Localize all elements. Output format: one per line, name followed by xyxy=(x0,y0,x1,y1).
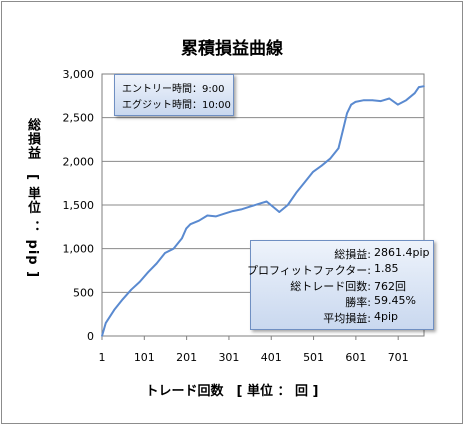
data-point xyxy=(320,164,323,167)
chart-title: 累積損益曲線 xyxy=(181,39,283,59)
data-point xyxy=(278,211,281,213)
data-point xyxy=(181,237,183,239)
stat-label: プロフィットファクター: xyxy=(246,264,371,277)
data-point xyxy=(295,191,298,194)
y-tick-label: 500 xyxy=(73,286,94,299)
data-point xyxy=(337,147,340,150)
data-point xyxy=(113,309,116,311)
data-point xyxy=(354,101,357,103)
stat-row-trades: 総トレード回数: 762回 xyxy=(251,278,433,293)
data-point xyxy=(172,247,175,250)
x-tick-label: 201 xyxy=(176,351,197,364)
data-point xyxy=(248,205,251,208)
data-point xyxy=(405,99,408,101)
data-point xyxy=(423,85,425,88)
data-point xyxy=(274,207,276,210)
data-point xyxy=(231,210,234,212)
data-point xyxy=(286,204,289,206)
data-point xyxy=(257,203,259,205)
data-point xyxy=(155,262,158,265)
y-tick-label: 0 xyxy=(87,330,94,343)
data-point xyxy=(312,171,314,173)
y-tick-label: 3,000 xyxy=(63,68,95,81)
data-point xyxy=(198,219,200,222)
data-point xyxy=(380,100,382,102)
y-tick-label: 2,000 xyxy=(63,155,95,168)
stat-label: 平均損益: xyxy=(323,312,371,325)
stat-row-winrate: 勝率: 59.45% xyxy=(251,294,433,309)
data-point xyxy=(371,99,374,101)
stat-label: 総トレード回数: xyxy=(290,280,371,293)
data-point xyxy=(329,157,331,160)
x-axis-label: トレード回数 [ 単位 ： 回 ] xyxy=(145,384,319,399)
stat-label: 勝率: xyxy=(345,296,371,309)
data-point xyxy=(350,103,353,106)
stat-value: 1.85 xyxy=(374,262,399,275)
stat-row-total: 総損益: 2861.4pip xyxy=(251,246,433,261)
stat-row-profit-factor: プロフィットファクター: 1.85 xyxy=(247,262,433,277)
data-point xyxy=(206,214,209,217)
stat-value: 2861.4pip xyxy=(374,246,430,259)
exit-time-text: エグジット時間：10:00 xyxy=(122,100,231,111)
x-tick-label: 301 xyxy=(218,351,239,364)
x-tick-label: 101 xyxy=(134,351,155,364)
data-point xyxy=(341,129,344,132)
stats-box: 総損益: 2861.4pip プロフィットファクター: 1.85 総トレード回数… xyxy=(247,240,434,330)
x-tick-label: 601 xyxy=(345,351,366,364)
plot-area xyxy=(101,73,425,337)
stat-row-average: 平均損益: 4pip xyxy=(251,310,433,325)
stat-value: 762回 xyxy=(374,280,406,293)
data-point xyxy=(303,181,306,184)
data-point xyxy=(215,215,217,218)
data-point xyxy=(223,212,226,215)
y-axis-label: 総損益 [ 単位 ： pip ] xyxy=(25,118,40,279)
x-ticks: 1 101 201 301 401 501 601 701 xyxy=(99,336,409,364)
data-point xyxy=(105,322,107,324)
data-point xyxy=(147,271,149,274)
data-point xyxy=(363,99,365,101)
y-tick-label: 1,500 xyxy=(63,199,95,212)
settings-box: エントリー時間：9:00 エグジット時間：10:00 xyxy=(114,74,234,116)
y-tick-label: 2,500 xyxy=(63,112,95,125)
data-point xyxy=(185,227,188,230)
data-point xyxy=(164,252,166,254)
data-point xyxy=(138,281,141,283)
x-tick-label: 401 xyxy=(261,351,282,364)
data-point xyxy=(130,288,132,291)
data-point xyxy=(189,223,192,226)
data-point xyxy=(413,92,416,95)
data-point xyxy=(240,208,243,211)
series-points xyxy=(101,85,425,337)
x-tick-label: 501 xyxy=(303,351,324,364)
stat-value: 59.45% xyxy=(374,294,416,307)
data-point xyxy=(265,200,268,203)
y-tick-label: 1,000 xyxy=(63,243,95,256)
entry-time-text: エントリー時間：9:00 xyxy=(122,84,225,95)
stat-value: 4pip xyxy=(374,310,399,323)
y-ticks: 0 500 1,000 1,500 2,000 2,500 3,000 xyxy=(63,68,95,343)
data-point xyxy=(121,298,124,301)
series-line xyxy=(101,85,425,337)
x-tick-label: 701 xyxy=(388,351,409,364)
data-point xyxy=(101,335,103,337)
stat-label: 総損益: xyxy=(334,248,371,261)
x-tick-label: 1 xyxy=(99,351,106,364)
data-point xyxy=(418,86,420,88)
data-point xyxy=(388,97,391,100)
data-point xyxy=(346,112,348,115)
data-point xyxy=(396,103,399,106)
